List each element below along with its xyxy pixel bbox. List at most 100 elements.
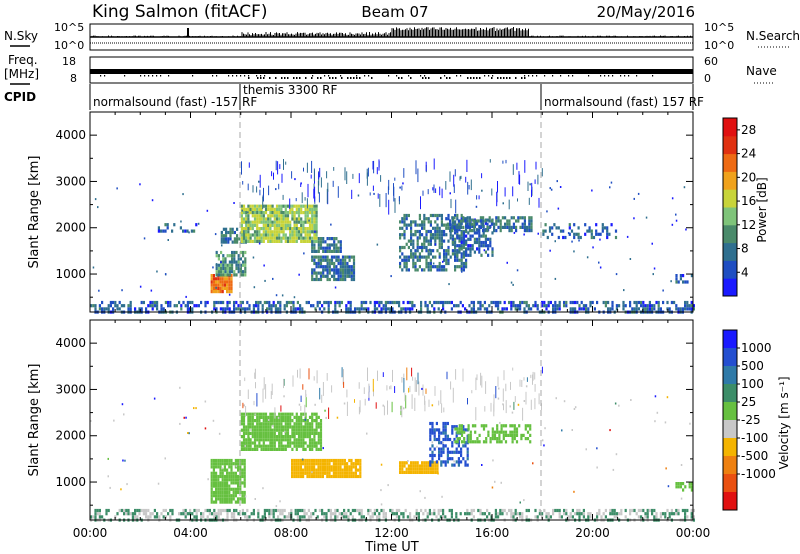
scatter-cell: [182, 300, 185, 305]
scatter-cell: [278, 223, 281, 227]
scatter-cell: [420, 196, 421, 210]
scatter-cell: [346, 268, 349, 272]
scatter-cell: [297, 204, 301, 208]
scatter-cell: [640, 515, 643, 519]
scatter-cell: [521, 300, 524, 305]
scatter-cell: [339, 471, 342, 475]
scatter-cell: [675, 277, 678, 281]
scatter-cell: [391, 300, 394, 305]
scatter-cell: [242, 447, 246, 451]
scatter-cell: [307, 300, 310, 305]
scatter-cell: [487, 253, 490, 257]
scatter-cell: [671, 197, 674, 200]
scatter-cell: [273, 214, 276, 218]
scatter-cell: [429, 453, 432, 458]
scatter-cell: [317, 243, 320, 247]
scatter-cell: [230, 481, 233, 485]
scatter-cell: [330, 243, 334, 247]
scatter-cell: [384, 304, 387, 308]
scatter-cell: [293, 444, 296, 448]
scatter-cell: [455, 460, 458, 464]
scatter-cell: [277, 161, 279, 175]
scatter-cell: [476, 440, 479, 444]
scatter-cell: [326, 246, 329, 250]
scatter-cell: [598, 508, 601, 513]
scatter-cell: [317, 422, 320, 426]
scatter-cell: [244, 250, 247, 255]
scatter-cell: [445, 261, 448, 266]
scatter-cell: [491, 253, 494, 257]
scatter-cell: [439, 515, 442, 519]
scatter-cell: [311, 444, 314, 448]
nave-point: [244, 75, 246, 77]
scatter-cell: [313, 277, 316, 282]
scatter-cell: [447, 217, 450, 221]
scatter-cell: [433, 307, 436, 311]
scatter-cell: [469, 247, 472, 251]
scatter-cell: [300, 233, 303, 237]
scatter-cell: [310, 474, 313, 479]
scatter-cell: [668, 512, 671, 516]
scatter-cell: [264, 447, 268, 451]
scatter-cell: [611, 300, 614, 305]
scatter-cell: [215, 280, 218, 284]
scatter-cell: [240, 239, 243, 243]
scatter-cell: [223, 468, 226, 472]
scatter-cell: [447, 261, 450, 266]
scatter-cell: [300, 412, 303, 416]
scatter-cell: [454, 249, 457, 253]
scatter-cell: [239, 266, 242, 271]
scatter-cell: [264, 412, 268, 416]
scatter-cell: [359, 462, 362, 466]
scatter-cell: [321, 465, 324, 469]
scatter-cell: [253, 438, 257, 442]
scatter-cell: [429, 233, 432, 237]
scatter-cell: [235, 465, 238, 468]
scatter-cell: [304, 471, 307, 475]
scatter-cell: [271, 438, 274, 442]
scatter-cell: [101, 300, 104, 305]
scatter-cell: [234, 462, 237, 466]
scatter-cell: [346, 255, 349, 259]
scatter-cell: [267, 435, 270, 439]
scatter-cell: [227, 240, 230, 244]
scatter-cell: [259, 189, 261, 196]
colorbar-tick-label: 8: [741, 242, 749, 256]
scatter-cell: [630, 399, 632, 401]
scatter-cell: [526, 229, 529, 233]
scatter-cell: [247, 211, 249, 214]
scatter-cell: [611, 512, 614, 516]
scatter-cell: [431, 431, 434, 435]
scatter-cell: [234, 458, 237, 463]
scatter-cell: [466, 508, 469, 513]
scatter-cell: [346, 265, 349, 269]
scatter-cell: [215, 465, 218, 469]
scatter-cell: [258, 217, 261, 221]
scatter-cell: [337, 277, 340, 282]
scatter-cell: [378, 515, 381, 519]
scatter-cell: [334, 307, 337, 311]
scatter-cell: [226, 490, 229, 495]
scatter-cell: [604, 515, 607, 519]
scatter-cell: [508, 199, 510, 210]
scatter-cell: [251, 239, 254, 243]
scatter-cell: [322, 240, 325, 244]
scatter-cell: [251, 223, 254, 227]
scatter-cell: [263, 508, 266, 513]
scatter-cell: [247, 183, 249, 191]
scatter-cell: [200, 515, 203, 519]
scatter-cell: [562, 235, 565, 240]
scatter-cell: [237, 481, 240, 485]
scatter-cell: [423, 213, 426, 218]
scatter-cell: [294, 307, 297, 311]
scatter-cell: [213, 300, 216, 305]
scatter-cell: [405, 226, 408, 230]
scatter-cell: [222, 257, 225, 261]
scatter-cell: [243, 500, 246, 504]
scatter-cell: [427, 249, 430, 253]
scatter-cell: [230, 487, 233, 491]
scatter-cell: [558, 508, 561, 513]
scatter-cell: [337, 268, 340, 272]
scatter-cell: [282, 214, 285, 218]
scatter-cell: [268, 419, 270, 421]
